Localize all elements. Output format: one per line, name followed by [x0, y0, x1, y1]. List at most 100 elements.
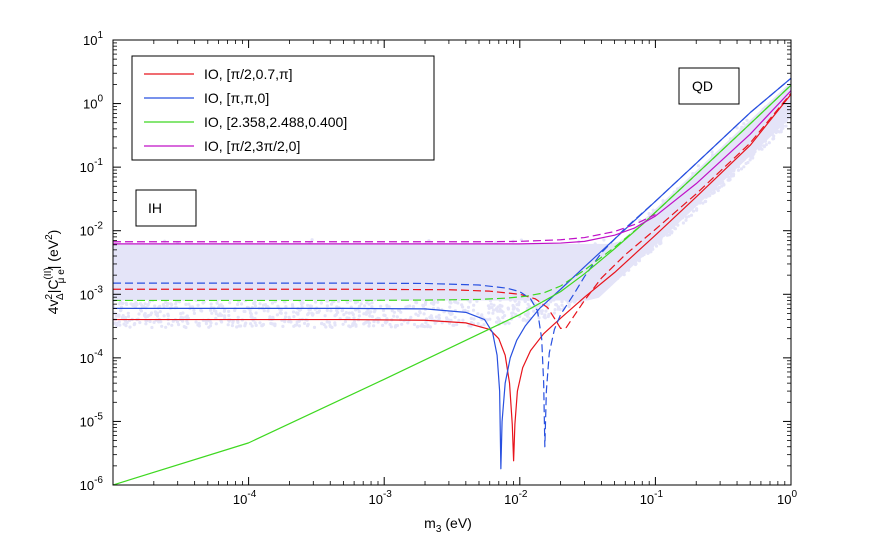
scatter-point — [349, 291, 353, 295]
scatter-point — [650, 229, 654, 233]
scatter-point — [319, 249, 323, 253]
scatter-point — [147, 300, 152, 304]
scatter-point — [371, 285, 375, 289]
scatter-point — [581, 285, 585, 289]
scatter-point — [397, 265, 401, 269]
scatter-point — [567, 276, 571, 280]
series-line-3 — [113, 77, 791, 448]
y-tick-label-6: 100 — [83, 94, 103, 112]
scatter-point — [447, 251, 451, 255]
y-tick-label-base: 10 — [80, 414, 94, 429]
scatter-point — [410, 266, 414, 270]
scatter-point — [196, 303, 200, 307]
scatter-point — [161, 303, 165, 307]
scatter-point — [426, 323, 430, 327]
scatter-point — [718, 181, 722, 185]
scatter-point — [603, 268, 607, 272]
scatter-point — [127, 271, 132, 275]
scatter-point — [633, 260, 637, 264]
scatter-point — [521, 317, 526, 321]
scatter-point — [284, 315, 288, 319]
scatter-point — [378, 285, 382, 289]
scatter-point — [698, 201, 702, 205]
scatter-point — [202, 284, 206, 289]
scatter-point — [242, 287, 246, 291]
scatter-point — [234, 277, 238, 281]
scatter-point — [236, 302, 240, 307]
scatter-point — [218, 292, 222, 296]
scatter-point — [633, 235, 637, 239]
scatter-point — [235, 325, 239, 329]
scatter-point — [518, 314, 522, 319]
scatter-point — [253, 321, 257, 325]
scatter-point — [661, 199, 665, 203]
scatter-point — [736, 165, 740, 169]
scatter-point — [597, 279, 601, 283]
scatter-point — [321, 263, 325, 267]
scatter-point — [374, 275, 378, 279]
legend-label-1: IO, [π,π,0] — [204, 90, 269, 106]
scatter-point — [233, 308, 237, 313]
y-axis-title-prefix: 4v — [45, 300, 61, 315]
scatter-point — [313, 278, 317, 283]
scatter-point — [637, 257, 641, 261]
scatter-point — [452, 294, 456, 299]
scatter-point — [544, 309, 548, 313]
scatter-point — [364, 272, 368, 277]
scatter-point — [249, 315, 253, 319]
scatter-point — [230, 292, 234, 296]
scatter-point — [747, 148, 751, 152]
scatter-point — [409, 315, 413, 319]
scatter-point — [407, 278, 411, 282]
scatter-point — [249, 322, 253, 326]
x-axis-title-main: m — [424, 515, 436, 531]
scatter-point — [655, 219, 660, 223]
scatter-point — [746, 128, 751, 132]
scatter-point — [363, 304, 367, 308]
scatter-point — [397, 279, 401, 283]
scatter-point — [731, 142, 735, 146]
scatter-point — [524, 256, 528, 261]
scatter-point — [622, 244, 626, 248]
scatter-point — [440, 272, 444, 276]
scatter-point — [750, 149, 755, 153]
scatter-point — [192, 311, 196, 315]
scatter-point — [385, 253, 389, 257]
scatter-point — [354, 308, 358, 312]
scatter-point — [255, 246, 259, 251]
scatter-point — [452, 269, 456, 273]
scatter-point — [478, 286, 482, 290]
scatter-point — [156, 314, 160, 318]
scatter-point — [204, 272, 208, 276]
scatter-point — [448, 305, 452, 309]
scatter-point — [142, 279, 146, 283]
scatter-point — [414, 300, 418, 304]
scatter-point — [593, 249, 597, 253]
scatter-point — [703, 177, 708, 182]
scatter-point — [537, 316, 541, 320]
y-axis-title-sub1: Δ — [55, 293, 66, 300]
scatter-point — [774, 116, 778, 120]
scatter-point — [145, 267, 149, 271]
scatter-point — [723, 150, 727, 154]
scatter-point — [717, 185, 722, 189]
scatter-point — [725, 156, 729, 160]
scatter-point — [216, 254, 220, 258]
scatter-point — [434, 268, 439, 272]
scatter-point — [438, 283, 442, 287]
scatter-point — [291, 305, 295, 309]
scatter-point — [194, 260, 198, 264]
scatter-point — [352, 316, 356, 320]
y-tick-label-exp: -4 — [94, 348, 103, 359]
scatter-point — [594, 279, 599, 283]
x-tick-label-2: 10-2 — [504, 489, 528, 507]
scatter-point — [117, 256, 121, 260]
scatter-point — [463, 274, 467, 278]
scatter-point — [764, 128, 768, 133]
scatter-point — [118, 266, 123, 270]
scatter-point — [171, 264, 175, 268]
scatter-point — [489, 279, 493, 283]
scatter-point — [712, 161, 717, 166]
scatter-point — [245, 271, 249, 275]
scatter-point — [430, 270, 434, 274]
